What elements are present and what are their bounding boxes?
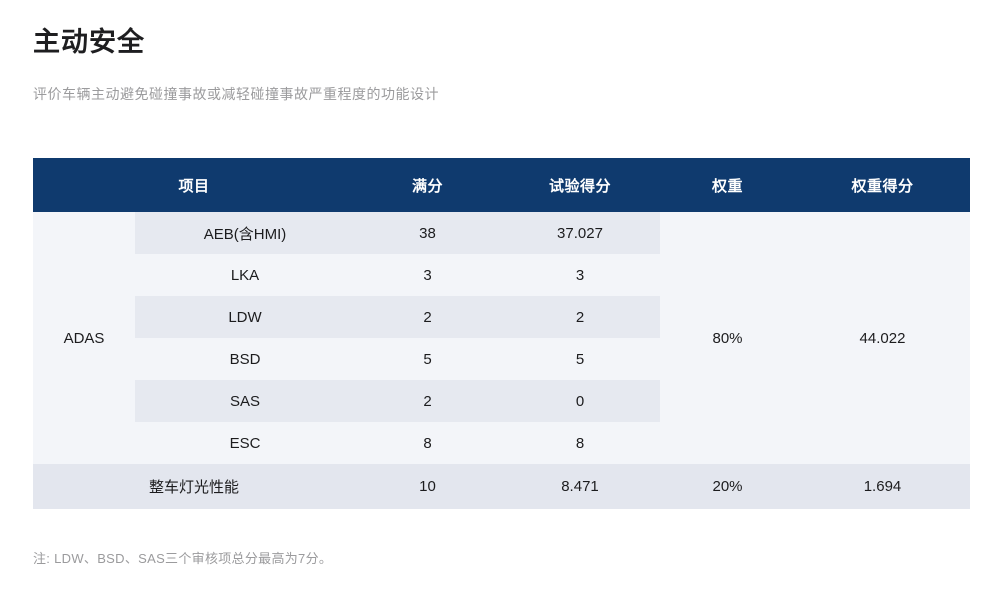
table-row-full-score: 8 [423,434,432,452]
table-row-test-score: 37.027 [500,212,660,254]
footnote: 注: LDW、BSD、SAS三个审核项总分最高为7分。 [33,551,333,566]
table-row-test-score: 2 [500,296,660,338]
header-cell-full-score: 满分 [355,158,500,212]
header-cell-item: 项目 [33,158,355,212]
table-row-item: ESC [229,434,261,452]
table-row-full-score: 2 [355,380,500,422]
table-row-full-score: 3 [423,266,432,284]
header-cell-test-score: 试验得分 [500,158,660,212]
page-subtitle: 评价车辆主动避免碰撞事故或减轻碰撞事故严重程度的功能设计 [33,86,439,102]
active-safety-score-table: 项目 满分 试验得分 权重 权重得分 ADAS AEB(含HMI) 38 37.… [33,158,970,509]
table-row-item: SAS [135,380,355,422]
table-row-test-score: 0 [500,380,660,422]
header-cell-weighted-score: 权重得分 [795,158,970,212]
table-row-full-score: 5 [423,350,432,368]
table-row-full-score: 2 [355,296,500,338]
lighting-row-weighted-score: 1.694 [795,464,970,509]
adas-weight-value: 80% [712,329,743,347]
header-cell-weight: 权重 [660,158,795,212]
lighting-row-full-score: 10 [355,464,500,509]
lighting-row-item: 整车灯光性能 [33,464,355,509]
lighting-row-test-score: 8.471 [500,464,660,509]
adas-group-label: ADAS [63,329,105,347]
table-row-item: BSD [229,350,261,368]
lighting-row-weight: 20% [660,464,795,509]
table-row-test-score: 8 [575,434,585,452]
table-row-full-score: 38 [355,212,500,254]
table-row-test-score: 5 [575,350,585,368]
table-row-test-score: 3 [575,266,585,284]
page-title: 主动安全 [33,27,145,57]
table-row-item: AEB(含HMI) [135,212,355,254]
table-row-item: LDW [135,296,355,338]
adas-weighted-score-value: 44.022 [859,329,906,347]
table-row-item: LKA [230,266,260,284]
